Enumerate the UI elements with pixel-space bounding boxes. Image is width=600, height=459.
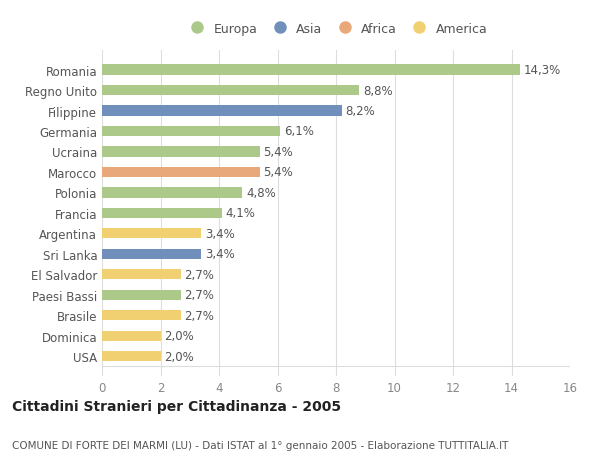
Bar <box>102 65 520 76</box>
Text: 4,1%: 4,1% <box>226 207 256 220</box>
Text: COMUNE DI FORTE DEI MARMI (LU) - Dati ISTAT al 1° gennaio 2005 - Elaborazione TU: COMUNE DI FORTE DEI MARMI (LU) - Dati IS… <box>12 440 508 450</box>
Text: 2,7%: 2,7% <box>184 309 214 322</box>
Text: 5,4%: 5,4% <box>263 166 293 179</box>
Bar <box>102 147 260 157</box>
Bar <box>102 310 181 321</box>
Text: 8,2%: 8,2% <box>346 105 375 118</box>
Bar <box>102 127 280 137</box>
Text: 2,7%: 2,7% <box>184 289 214 302</box>
Text: 3,4%: 3,4% <box>205 248 235 261</box>
Text: 2,7%: 2,7% <box>184 268 214 281</box>
Text: 14,3%: 14,3% <box>524 64 561 77</box>
Legend: Europa, Asia, Africa, America: Europa, Asia, Africa, America <box>179 17 493 40</box>
Bar <box>102 168 260 178</box>
Text: 6,1%: 6,1% <box>284 125 314 138</box>
Text: 3,4%: 3,4% <box>205 227 235 241</box>
Text: 4,8%: 4,8% <box>246 186 275 200</box>
Bar <box>102 208 222 218</box>
Bar <box>102 351 161 362</box>
Text: 2,0%: 2,0% <box>164 330 194 342</box>
Text: 5,4%: 5,4% <box>263 146 293 159</box>
Bar <box>102 229 202 239</box>
Text: 2,0%: 2,0% <box>164 350 194 363</box>
Bar <box>102 331 161 341</box>
Bar <box>102 290 181 300</box>
Bar <box>102 86 359 96</box>
Bar <box>102 188 242 198</box>
Bar <box>102 269 181 280</box>
Bar <box>102 249 202 259</box>
Text: 8,8%: 8,8% <box>363 84 392 97</box>
Bar <box>102 106 342 117</box>
Text: Cittadini Stranieri per Cittadinanza - 2005: Cittadini Stranieri per Cittadinanza - 2… <box>12 399 341 413</box>
